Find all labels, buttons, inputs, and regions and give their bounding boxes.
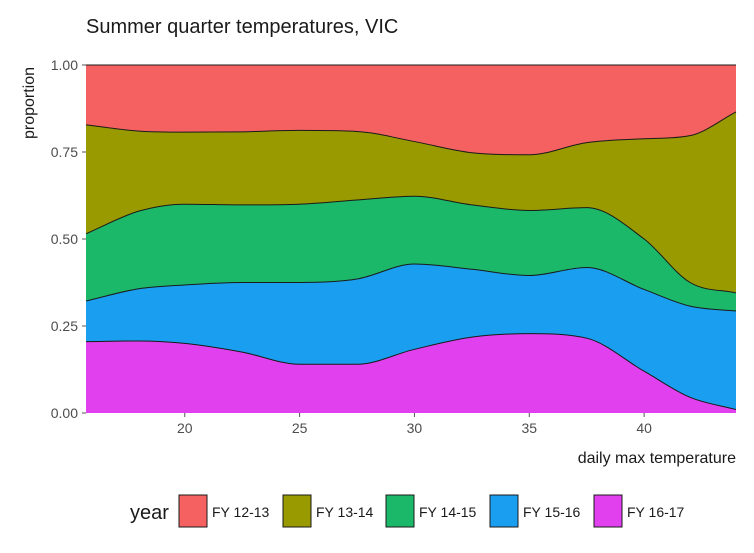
y-tick-label: 0.00 bbox=[51, 405, 78, 421]
x-tick-label: 35 bbox=[521, 420, 537, 436]
boundary-line bbox=[85, 195, 737, 294]
y-tick-label: 1.00 bbox=[51, 57, 78, 73]
legend-label: FY 13-14 bbox=[316, 504, 374, 520]
chart-title: Summer quarter temperatures, VIC bbox=[86, 16, 398, 38]
area-fy-12-13 bbox=[86, 65, 736, 155]
legend-label: FY 14-15 bbox=[419, 504, 477, 520]
y-axis: 0.00 0.25 0.50 0.75 1.00 bbox=[51, 57, 86, 421]
boundary-line bbox=[85, 333, 737, 411]
x-tick-label: 20 bbox=[177, 420, 193, 436]
legend-key bbox=[593, 494, 623, 528]
plot-area bbox=[85, 64, 737, 413]
x-tick-label: 30 bbox=[407, 420, 423, 436]
y-tick-label: 0.75 bbox=[51, 144, 78, 160]
legend-label: FY 15-16 bbox=[523, 504, 581, 520]
legend-key bbox=[282, 494, 312, 528]
x-tick-label: 40 bbox=[636, 420, 652, 436]
x-tick-label: 25 bbox=[292, 420, 308, 436]
boundary-line bbox=[85, 111, 737, 156]
legend-key bbox=[489, 494, 519, 528]
legend-label: FY 16-17 bbox=[627, 504, 685, 520]
legend-key bbox=[385, 494, 415, 528]
legend-title: year bbox=[130, 502, 169, 524]
legend-key bbox=[178, 494, 208, 528]
y-tick-label: 0.50 bbox=[51, 231, 78, 247]
y-axis-title: proportion bbox=[21, 67, 38, 139]
area-fy-15-16 bbox=[86, 264, 736, 410]
x-axis: 20 25 30 35 40 bbox=[177, 413, 652, 436]
x-axis-title: daily max temperature bbox=[578, 450, 736, 467]
area-fy-13-14 bbox=[86, 111, 736, 293]
boundary-line bbox=[85, 263, 737, 312]
legend: year FY 12-13 FY 13-14 FY 14-15 FY 15-16 FY … bbox=[130, 494, 685, 528]
y-tick-label: 0.25 bbox=[51, 318, 78, 334]
legend-label: FY 12-13 bbox=[212, 504, 270, 520]
